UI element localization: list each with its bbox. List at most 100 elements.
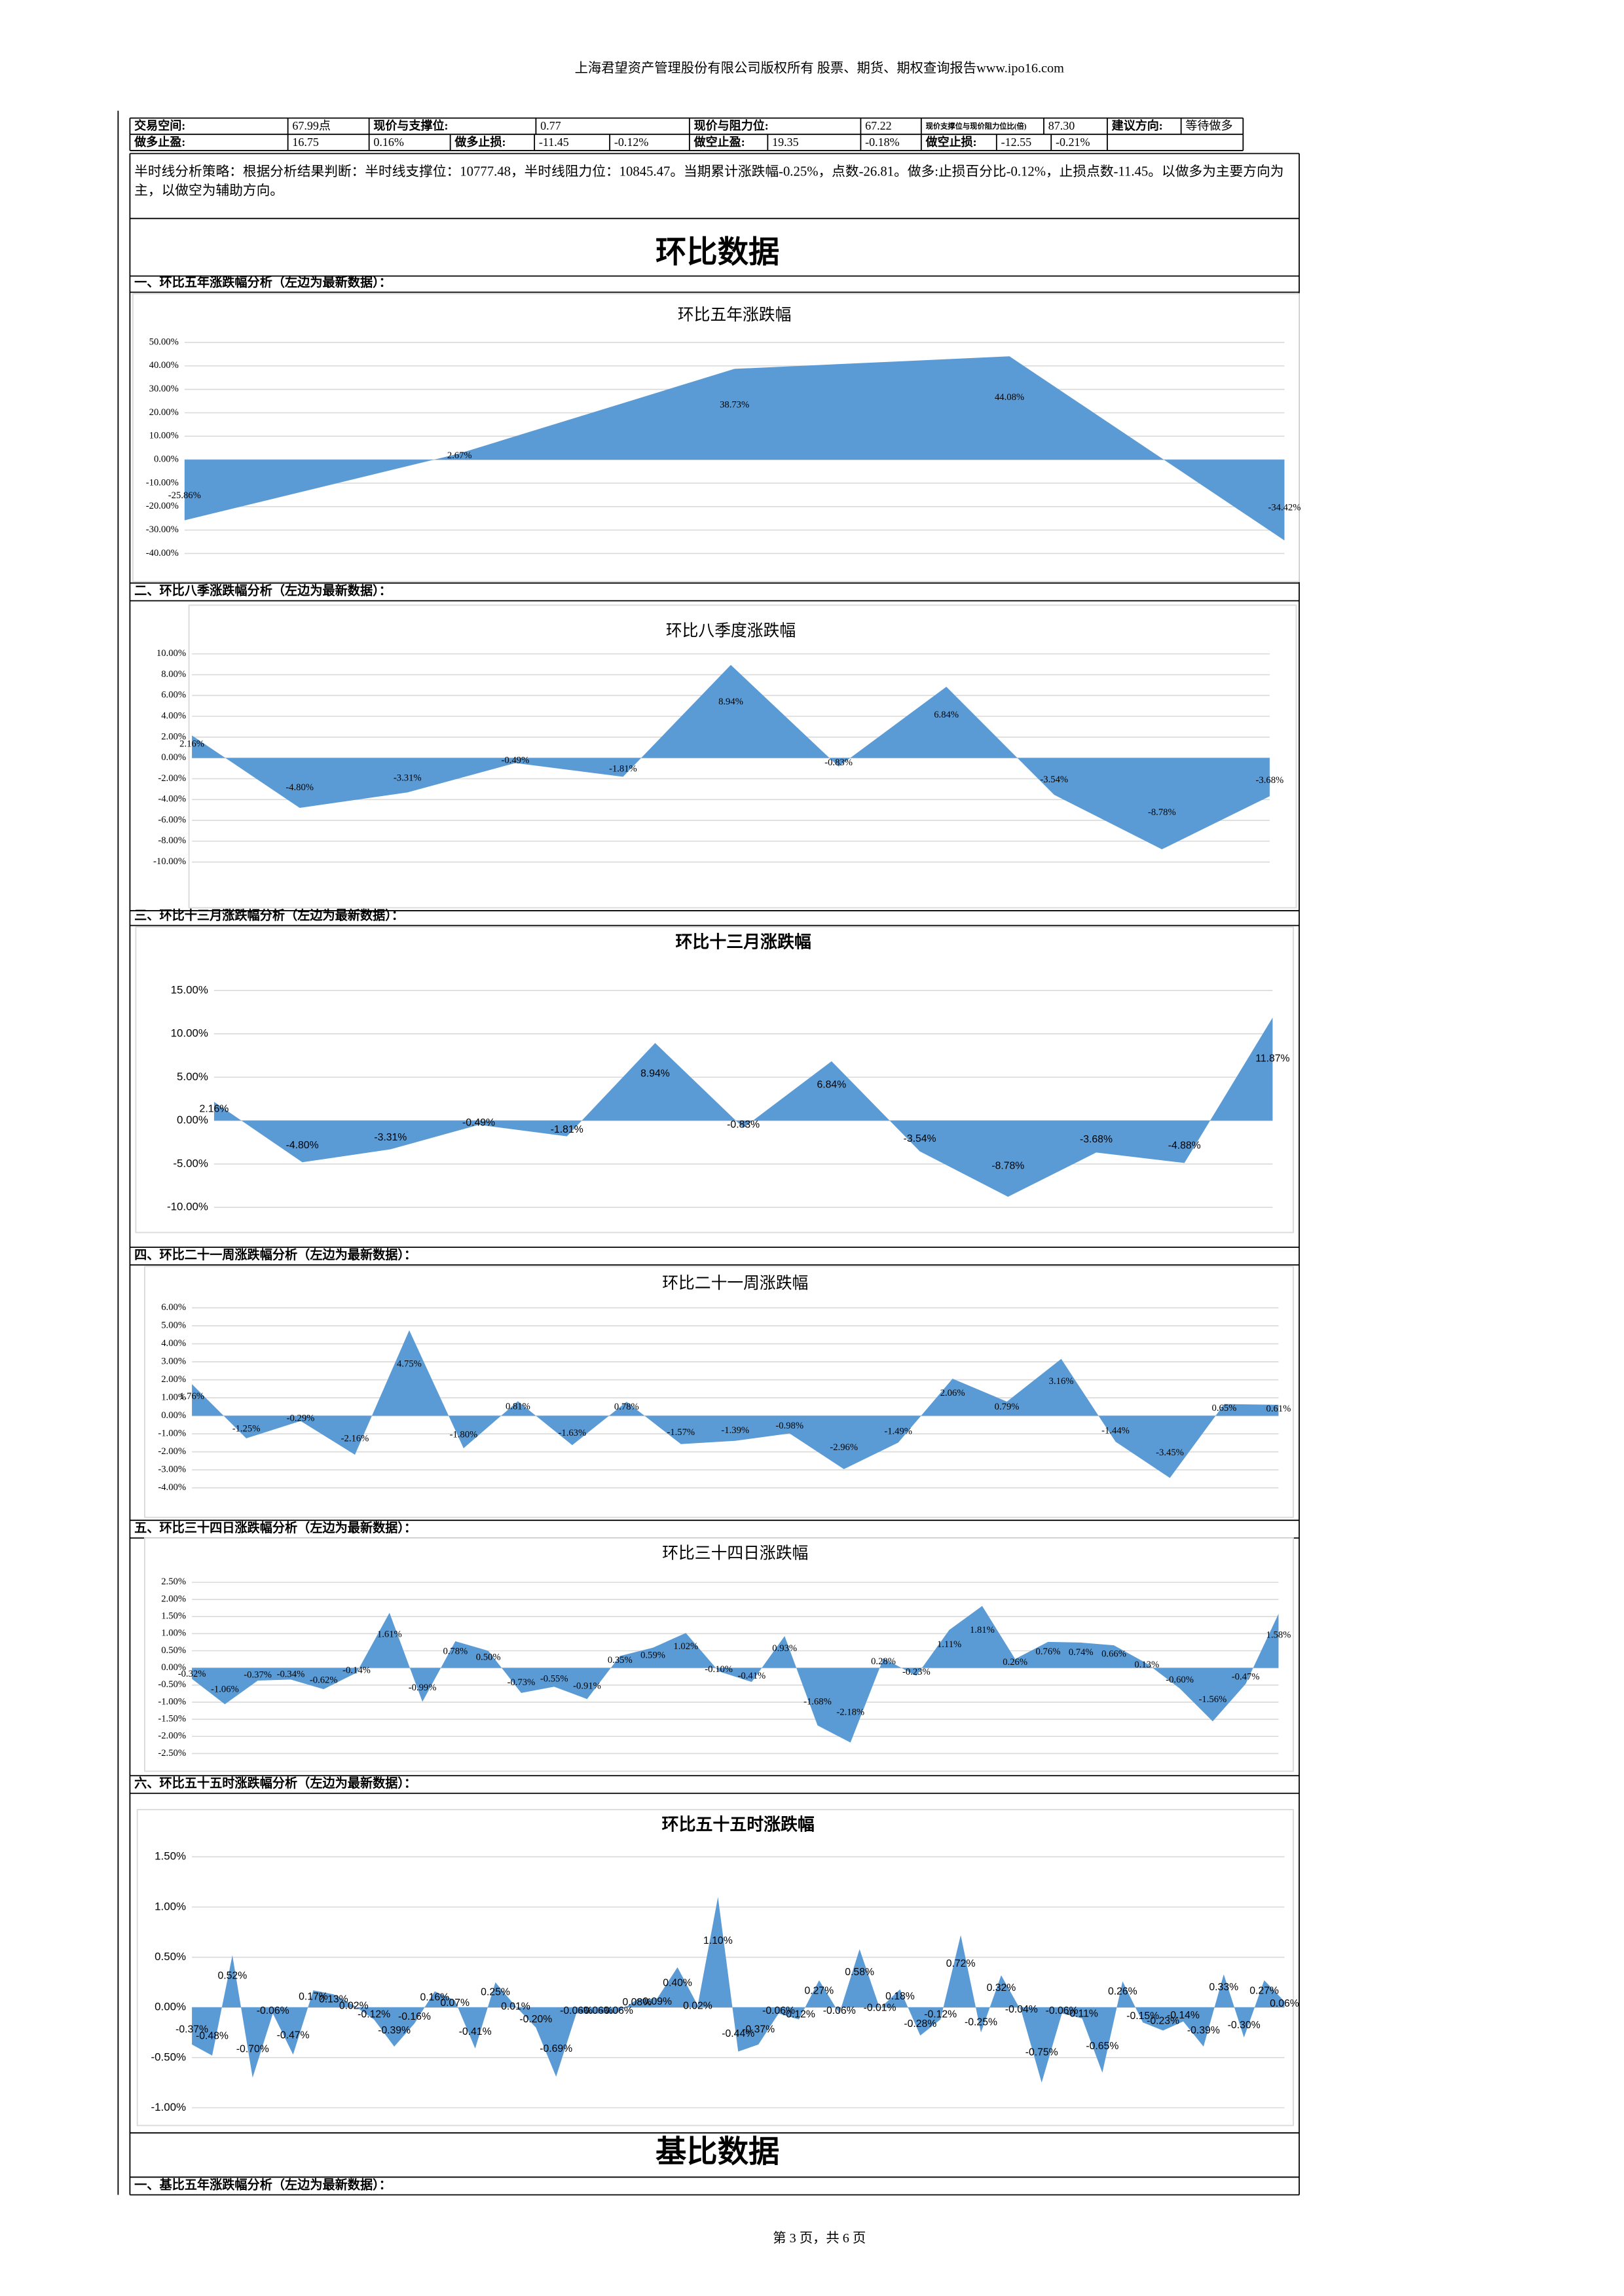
data-label: 0.02% (339, 2001, 369, 2012)
data-label: -1.25% (232, 1424, 261, 1434)
data-label: 0.28% (871, 1656, 896, 1667)
y-tick-label: -5.00% (173, 1157, 208, 1169)
data-label: 0.26% (1003, 1657, 1027, 1667)
data-label: -0.39% (378, 2025, 411, 2036)
y-tick-label: 0.50% (155, 1950, 186, 1963)
area (192, 665, 1270, 850)
y-tick-label: -2.00% (158, 1446, 186, 1457)
section-label: 一、基比五年涨跌幅分析（左边为最新数据）： (134, 2177, 392, 2192)
data-label: -1.06% (211, 1684, 239, 1694)
data-label: -0.91% (573, 1681, 601, 1692)
data-label: 0.18% (885, 1991, 915, 2002)
y-tick-label: 1.00% (161, 1628, 186, 1639)
data-label: 6.84% (817, 1079, 847, 1090)
data-label: -2.18% (836, 1707, 864, 1717)
data-label: 4.75% (397, 1359, 422, 1370)
data-label: -1.49% (884, 1427, 912, 1437)
data-label: -0.49% (462, 1118, 495, 1129)
data-label: 44.08% (995, 392, 1024, 403)
data-label: -34.42% (1268, 503, 1301, 513)
data-label: 2.06% (940, 1388, 965, 1398)
y-tick-label: -8.00% (158, 835, 186, 846)
y-tick-label: 5.00% (161, 1320, 186, 1330)
data-label: -0.29% (287, 1413, 315, 1424)
y-tick-label: 1.50% (161, 1611, 186, 1622)
data-label: 8.94% (640, 1068, 670, 1080)
data-label: -0.23% (1147, 2016, 1179, 2027)
data-label: 0.59% (640, 1650, 665, 1660)
data-label: -0.14% (1167, 2010, 1200, 2021)
data-label: -0.20% (519, 2014, 552, 2025)
y-tick-label: 1.00% (161, 1392, 186, 1402)
data-label: -4.88% (1168, 1140, 1201, 1152)
data-label: 0.09% (642, 1996, 672, 2007)
data-label: -0.83% (727, 1119, 760, 1130)
data-label: -3.68% (1256, 775, 1284, 786)
table-cell: 0.16% (373, 136, 404, 149)
data-label: 0.25% (481, 1986, 510, 1997)
data-label: -1.44% (1101, 1426, 1130, 1436)
data-label: 0.35% (608, 1655, 633, 1666)
data-label: -2.16% (341, 1434, 369, 1444)
table-cell: 做多止损: (454, 135, 506, 149)
chart-title: 环比二十一周涨跌幅 (662, 1274, 808, 1292)
table-cell: 87.30 (1048, 119, 1075, 132)
section-label: 三、环比十三月涨跌幅分析（左边为最新数据）： (134, 907, 404, 922)
y-tick-label: -1.00% (158, 1696, 186, 1707)
section-label: 二、环比八季涨跌幅分析（左边为最新数据）： (134, 583, 392, 598)
y-tick-label: 5.00% (177, 1070, 208, 1083)
data-label: -0.60% (1166, 1675, 1194, 1685)
data-label: -0.06% (560, 2005, 593, 2016)
data-label: -0.16% (398, 2011, 431, 2022)
y-tick-label: -10.00% (167, 1201, 208, 1213)
y-tick-label: 0.00% (155, 2001, 186, 2013)
y-tick-label: 0.00% (161, 752, 186, 763)
y-tick-label: 1.50% (155, 1850, 186, 1863)
data-label: 0.81% (506, 1402, 530, 1412)
y-tick-label: 40.00% (149, 360, 179, 371)
data-label: -0.06% (600, 2005, 633, 2016)
data-label: -0.39% (1187, 2025, 1220, 2036)
section-label: 六、环比五十五时涨跌幅分析（左边为最新数据）： (134, 1776, 416, 1791)
data-label: -0.47% (277, 2030, 310, 2041)
y-tick-label: 2.00% (161, 1374, 186, 1385)
y-tick-label: 2.00% (161, 1594, 186, 1604)
y-tick-label: -3.00% (158, 1464, 186, 1474)
data-label: -0.15% (1126, 2011, 1159, 2022)
data-label: -2.96% (830, 1442, 858, 1453)
data-label: 1.02% (673, 1641, 698, 1652)
y-tick-label: 2.00% (161, 731, 186, 742)
data-label: -0.06% (1046, 2005, 1079, 2016)
data-label: -0.75% (1025, 2047, 1058, 2058)
y-tick-label: 6.00% (161, 1302, 186, 1313)
table-cell: 19.35 (772, 136, 799, 149)
data-label: -0.12% (924, 2009, 957, 2020)
data-label: -1.57% (667, 1427, 695, 1438)
data-label: -3.54% (1040, 774, 1068, 785)
y-tick-label: -4.00% (158, 1482, 186, 1493)
data-label: -0.37% (175, 2024, 208, 2035)
data-label: 0.78% (443, 1647, 468, 1657)
table-cell: -0.21% (1056, 136, 1090, 149)
data-label: -1.63% (559, 1428, 587, 1438)
data-label: -0.32% (178, 1669, 206, 1679)
table-cell: 做空止盈: (693, 135, 745, 149)
data-label: 0.06% (1270, 1998, 1299, 2009)
y-tick-label: 8.00% (161, 669, 186, 680)
y-tick-label: 0.00% (161, 1662, 186, 1673)
data-label: 1.76% (179, 1391, 204, 1402)
y-tick-label: 10.00% (157, 648, 186, 659)
data-label: 0.72% (946, 1958, 976, 1969)
y-tick-label: 4.00% (161, 1338, 186, 1349)
data-label: 0.27% (805, 1986, 834, 1997)
data-label: -0.73% (507, 1677, 536, 1688)
data-label: -0.47% (1232, 1672, 1260, 1683)
data-label: 3.16% (1049, 1376, 1074, 1387)
y-tick-label: -2.00% (158, 1731, 186, 1741)
chart-frame (135, 926, 1294, 1233)
data-label: -4.80% (286, 1140, 319, 1151)
chart-title: 环比八季度涨跌幅 (666, 621, 796, 640)
y-tick-label: -10.00% (153, 856, 186, 867)
data-label: 0.16% (420, 1992, 449, 2003)
y-tick-label: -1.50% (158, 1713, 186, 1724)
